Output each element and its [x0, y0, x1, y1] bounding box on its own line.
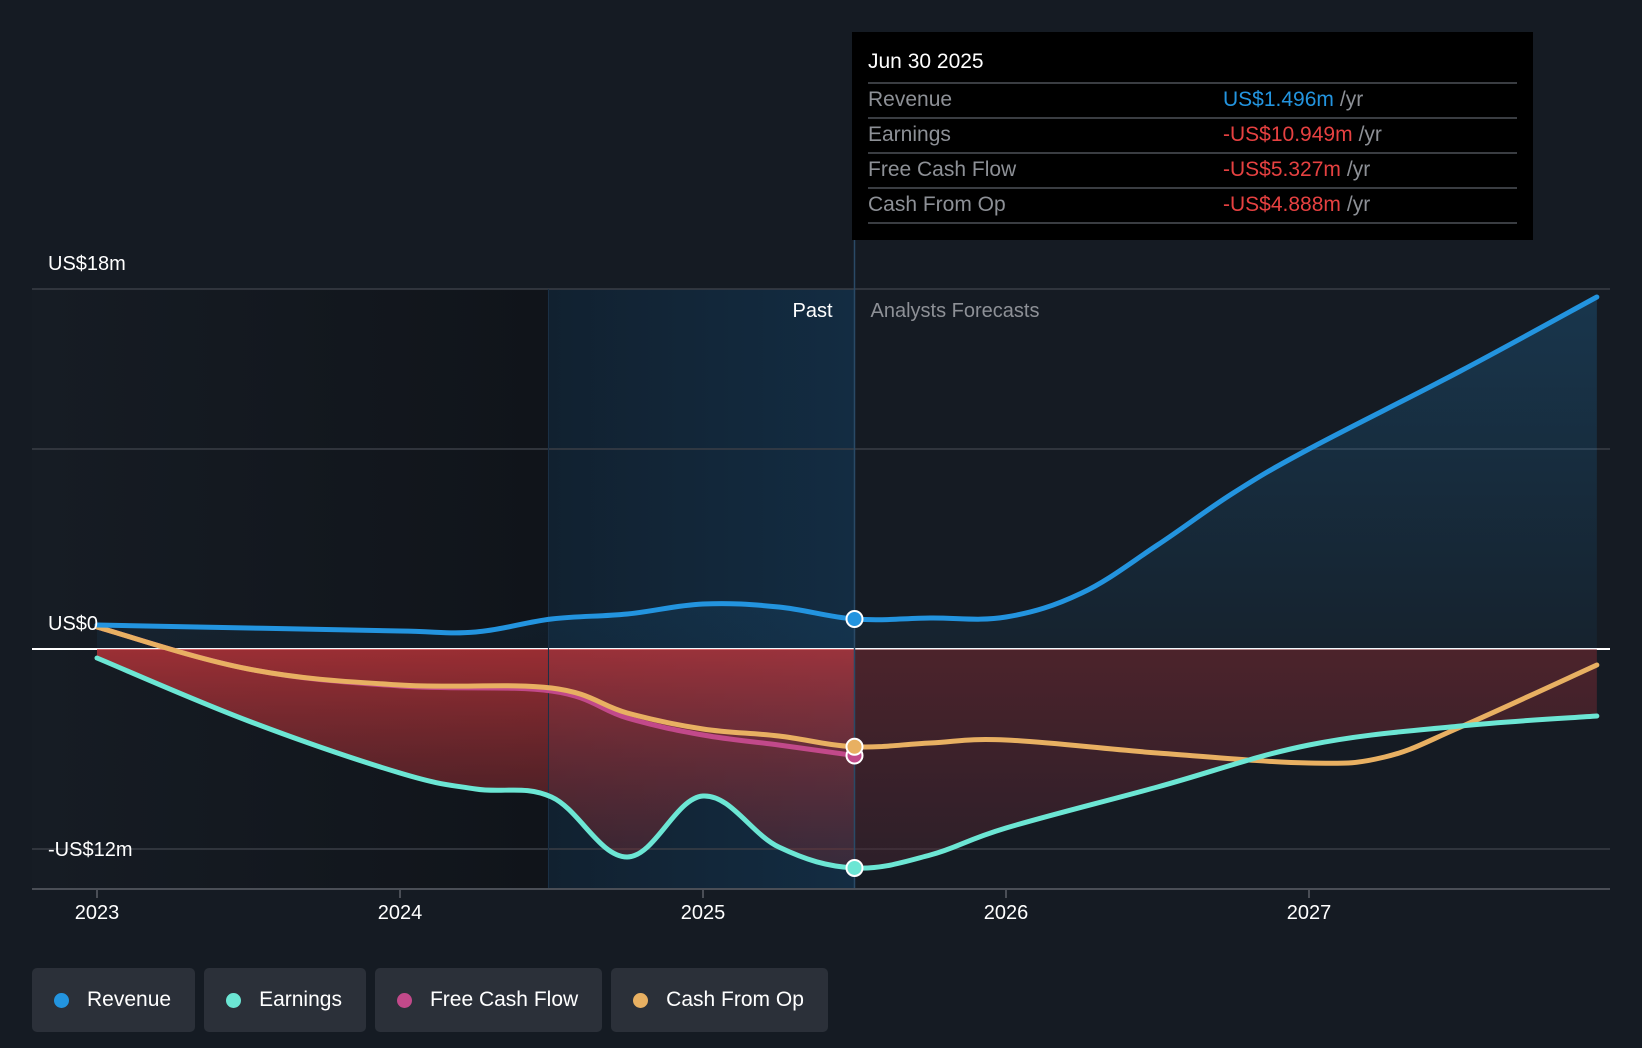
tooltip-label: Revenue — [868, 88, 953, 111]
tooltip-unit: /yr — [1339, 88, 1364, 111]
x-tick-label: 2027 — [1286, 902, 1332, 924]
legend-item-free-cash-flow[interactable]: Free Cash Flow — [374, 968, 603, 1032]
revenue-area — [97, 297, 1597, 649]
legend-dot-icon — [226, 992, 242, 1008]
tooltip: Jun 30 2025 Revenue US$1.496m /yr Earnin… — [852, 32, 1533, 240]
forecast-region-label: Analysts Forecasts — [870, 300, 1040, 322]
legend-dot-icon — [54, 992, 69, 1008]
revenue-marker — [845, 610, 864, 628]
negative-area-past — [97, 649, 855, 868]
tooltip-unit: /yr — [1346, 193, 1371, 216]
tooltip-row-revenue: Revenue US$1.496m /yr — [868, 84, 1517, 119]
tooltip-label: Cash From Op — [868, 193, 1006, 216]
x-tick-label: 2023 — [74, 902, 120, 924]
tooltip-date: Jun 30 2025 — [868, 46, 1517, 84]
earnings-marker — [845, 858, 864, 877]
tooltip-unit: /yr — [1346, 158, 1371, 181]
x-tick-label: 2026 — [983, 902, 1029, 924]
legend: Revenue Earnings Free Cash Flow Cash Fro… — [32, 968, 828, 1032]
legend-label: Free Cash Flow — [429, 988, 579, 1011]
legend-label: Earnings — [259, 988, 342, 1011]
past-region-background — [32, 289, 549, 889]
y-tick-label: US$18m — [48, 253, 126, 275]
tooltip-row-free-cash-flow: Free Cash Flow -US$5.327m /yr — [868, 154, 1517, 189]
tooltip-row-earnings: Earnings -US$10.949m /yr — [868, 119, 1517, 154]
tooltip-row-cash-from-op: Cash From Op -US$4.888m /yr — [868, 189, 1517, 224]
tooltip-value: -US$10.949m — [1223, 123, 1353, 146]
tooltip-label: Free Cash Flow — [868, 158, 1017, 181]
legend-dot-icon — [633, 992, 649, 1008]
past-region-label: Past — [792, 300, 833, 322]
legend-item-cash-from-op[interactable]: Cash From Op — [611, 968, 828, 1032]
tooltip-value: -US$4.888m — [1223, 193, 1341, 216]
legend-label: Revenue — [87, 988, 172, 1011]
tooltip-unit: /yr — [1358, 123, 1382, 146]
x-tick-label: 2025 — [680, 902, 726, 924]
tooltip-label: Earnings — [868, 123, 951, 146]
earnings-line — [94, 655, 1600, 871]
tooltip-value: US$1.496m — [1223, 88, 1334, 111]
legend-dot-icon — [396, 992, 412, 1008]
legend-label: Cash From Op — [666, 988, 804, 1011]
x-tick-label: 2024 — [377, 902, 423, 924]
cash-from-op-marker — [845, 737, 864, 756]
legend-item-earnings[interactable]: Earnings — [204, 968, 366, 1032]
legend-item-revenue[interactable]: Revenue — [32, 968, 196, 1032]
tooltip-value: -US$5.327m — [1223, 158, 1341, 181]
y-tick-label: US$0 — [48, 613, 99, 635]
y-tick-label: -US$12m — [48, 839, 133, 861]
